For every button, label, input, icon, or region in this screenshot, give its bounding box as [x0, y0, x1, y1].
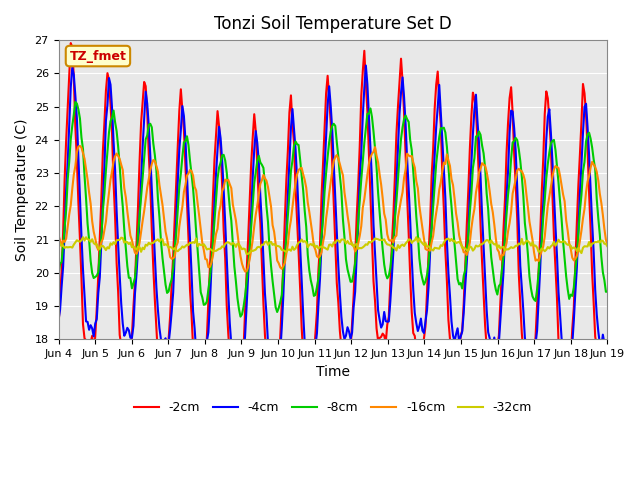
-2cm: [54, 323, 62, 329]
-4cm: [238, 361, 246, 367]
-2cm: [576, 152, 584, 157]
-4cm: [235, 372, 243, 378]
Line: -16cm: -16cm: [58, 146, 607, 272]
-4cm: [247, 209, 255, 215]
-16cm: [124, 208, 131, 214]
-32cm: [218, 243, 226, 249]
-8cm: [604, 288, 611, 294]
-32cm: [243, 251, 250, 257]
-2cm: [249, 135, 257, 141]
-2cm: [124, 347, 131, 352]
-4cm: [362, 63, 370, 69]
-16cm: [54, 232, 62, 238]
Line: -2cm: -2cm: [58, 43, 607, 393]
-8cm: [237, 314, 244, 320]
-8cm: [240, 304, 248, 310]
-16cm: [249, 237, 257, 243]
-16cm: [76, 143, 84, 149]
-2cm: [229, 390, 237, 396]
Title: Tonzi Soil Temperature Set D: Tonzi Soil Temperature Set D: [214, 15, 452, 33]
-32cm: [296, 239, 304, 245]
-2cm: [220, 228, 227, 233]
-2cm: [298, 324, 305, 330]
-16cm: [220, 185, 227, 191]
-32cm: [247, 248, 255, 253]
-32cm: [604, 243, 611, 249]
Legend: -2cm, -4cm, -8cm, -16cm, -32cm: -2cm, -4cm, -8cm, -16cm, -32cm: [129, 396, 537, 420]
Y-axis label: Soil Temperature (C): Soil Temperature (C): [15, 119, 29, 261]
Text: TZ_fmet: TZ_fmet: [70, 49, 126, 62]
-4cm: [576, 190, 584, 195]
-32cm: [576, 248, 584, 254]
-2cm: [67, 40, 75, 46]
-8cm: [124, 263, 131, 269]
Line: -8cm: -8cm: [58, 102, 607, 317]
-4cm: [296, 244, 304, 250]
-32cm: [54, 240, 62, 246]
-8cm: [576, 208, 584, 214]
-2cm: [240, 347, 248, 352]
-32cm: [122, 239, 130, 244]
-4cm: [54, 317, 62, 323]
-16cm: [241, 269, 249, 275]
-8cm: [249, 201, 257, 207]
X-axis label: Time: Time: [316, 365, 350, 379]
-32cm: [237, 244, 244, 250]
Line: -4cm: -4cm: [58, 66, 607, 375]
-8cm: [220, 152, 227, 158]
-2cm: [604, 337, 611, 343]
-16cm: [576, 238, 584, 244]
-4cm: [122, 330, 130, 336]
-8cm: [298, 173, 305, 179]
-8cm: [72, 99, 79, 105]
-16cm: [238, 261, 246, 266]
-4cm: [604, 337, 611, 343]
-8cm: [54, 272, 62, 277]
-16cm: [298, 165, 305, 171]
-4cm: [218, 157, 226, 163]
-32cm: [412, 234, 420, 240]
-16cm: [604, 241, 611, 247]
Line: -32cm: -32cm: [58, 237, 607, 254]
